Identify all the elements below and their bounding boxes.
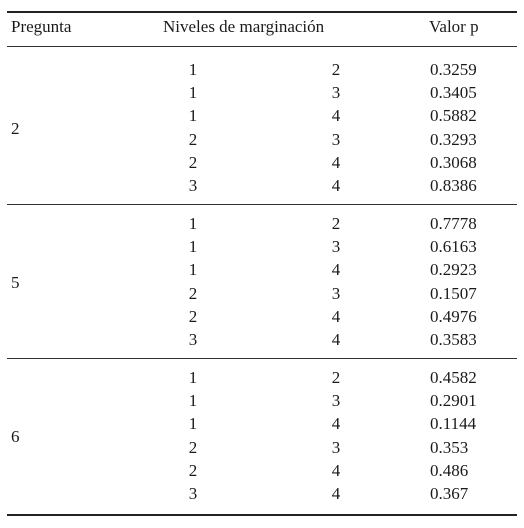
header-pregunta: Pregunta <box>11 17 72 36</box>
nivel-b-cell: 4 <box>331 306 341 326</box>
nivel-b-cell: 4 <box>331 414 341 434</box>
valor-p-cell: 0.1507 <box>430 283 477 303</box>
nivel-b-cell: 3 <box>331 237 341 257</box>
nivel-b-cell: 3 <box>331 83 341 103</box>
valor-p-cell: 0.4976 <box>430 306 477 326</box>
bottom-rule <box>7 514 517 516</box>
nivel-b-cell: 4 <box>331 106 341 126</box>
nivel-a-cell: 3 <box>188 176 198 195</box>
table-row: 1 3 0.2901 <box>0 391 524 414</box>
pregunta-number: 6 <box>11 426 20 446</box>
nivel-a-cell: 2 <box>188 437 198 457</box>
table-row: 1 4 0.1144 <box>0 414 524 437</box>
pregunta-number: 2 <box>11 118 20 138</box>
valor-p-cell: 0.4582 <box>430 368 477 387</box>
valor-p-cell: 0.8386 <box>430 176 477 195</box>
valor-p-cell: 0.3068 <box>430 152 477 172</box>
nivel-b-cell: 4 <box>331 152 341 172</box>
table-row: 2 4 0.3068 <box>0 153 524 176</box>
nivel-b-cell: 3 <box>331 391 341 411</box>
nivel-a-cell: 1 <box>188 260 198 280</box>
valor-p-cell: 0.1144 <box>430 414 477 434</box>
valor-p-cell: 0.3259 <box>430 60 477 79</box>
nivel-a-cell: 2 <box>188 306 198 326</box>
nivel-b-cell: 2 <box>331 60 341 79</box>
valor-p-cell: 0.367 <box>430 484 469 503</box>
table-row: 2 3 0.3293 <box>0 130 524 153</box>
table-header: Pregunta Niveles de marginación Valor p <box>0 13 524 41</box>
nivel-b-cell: 2 <box>331 214 341 233</box>
group-separator-rule <box>7 358 517 359</box>
table-row: 1 2 0.3259 <box>0 60 524 83</box>
nivel-a-cell: 2 <box>188 460 198 480</box>
nivel-b-cell: 3 <box>331 129 341 149</box>
valor-p-cell: 0.3293 <box>430 129 477 149</box>
table-row: 1 4 0.2923 <box>0 260 524 283</box>
pregunta-number: 5 <box>11 272 20 292</box>
header-valor-p: Valor p <box>429 17 479 36</box>
group-separator-rule <box>7 204 517 205</box>
nivel-a-cell: 1 <box>188 83 198 103</box>
table-row: 2 4 0.486 <box>0 461 524 484</box>
table-row: 2 4 0.4976 <box>0 307 524 330</box>
valor-p-cell: 0.2923 <box>430 260 477 280</box>
valor-p-cell: 0.486 <box>430 460 469 480</box>
question-group: 2 1 2 0.3259 1 3 0.3405 1 4 0.5882 2 3 0.3293 2 4 0.306… <box>0 60 524 199</box>
nivel-b-cell: 3 <box>331 437 341 457</box>
nivel-a-cell: 2 <box>188 283 198 303</box>
table-row: 3 4 0.8386 <box>0 176 524 199</box>
nivel-a-cell: 1 <box>188 414 198 434</box>
nivel-a-cell: 2 <box>188 129 198 149</box>
nivel-b-cell: 4 <box>331 260 341 280</box>
valor-p-cell: 0.3583 <box>430 330 477 349</box>
valor-p-cell: 0.7778 <box>430 214 477 233</box>
nivel-a-cell: 1 <box>188 214 198 233</box>
table-row: 1 3 0.3405 <box>0 83 524 106</box>
question-group: 5 1 2 0.7778 1 3 0.6163 1 4 0.2923 2 3 0.1507 2 4 0.497… <box>0 214 524 353</box>
nivel-a-cell: 1 <box>188 368 198 387</box>
valor-p-cell: 0.2901 <box>430 391 477 411</box>
table-row: 1 2 0.4582 <box>0 368 524 391</box>
header-niveles: Niveles de marginación <box>163 17 325 36</box>
nivel-b-cell: 4 <box>331 460 341 480</box>
nivel-b-cell: 4 <box>331 176 341 195</box>
valor-p-cell: 0.353 <box>430 437 469 457</box>
nivel-a-cell: 1 <box>188 60 198 79</box>
table-row: 1 4 0.5882 <box>0 106 524 129</box>
valor-p-cell: 0.5882 <box>430 106 477 126</box>
valor-p-cell: 0.6163 <box>430 237 477 257</box>
nivel-b-cell: 4 <box>331 330 341 349</box>
nivel-a-cell: 3 <box>188 330 198 349</box>
nivel-a-cell: 2 <box>188 152 198 172</box>
question-group: 6 1 2 0.4582 1 3 0.2901 1 4 0.1144 2 3 0.353 2 4 0.486 3… <box>0 368 524 507</box>
nivel-a-cell: 1 <box>188 106 198 126</box>
top-rule <box>7 11 517 13</box>
nivel-b-cell: 4 <box>331 484 341 503</box>
table-row: 1 3 0.6163 <box>0 237 524 260</box>
table-row: 3 4 0.367 <box>0 484 524 507</box>
nivel-b-cell: 3 <box>331 283 341 303</box>
valor-p-cell: 0.3405 <box>430 83 477 103</box>
nivel-a-cell: 1 <box>188 391 198 411</box>
table-row: 2 3 0.1507 <box>0 284 524 307</box>
table-row: 3 4 0.3583 <box>0 330 524 353</box>
nivel-a-cell: 1 <box>188 237 198 257</box>
table-row: 2 3 0.353 <box>0 438 524 461</box>
header-rule <box>7 46 517 47</box>
nivel-b-cell: 2 <box>331 368 341 387</box>
table-row: 1 2 0.7778 <box>0 214 524 237</box>
nivel-a-cell: 3 <box>188 484 198 503</box>
